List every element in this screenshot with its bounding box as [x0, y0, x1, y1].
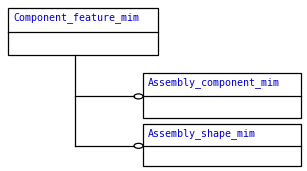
FancyBboxPatch shape	[143, 73, 301, 118]
Text: Assembly_shape_mim: Assembly_shape_mim	[148, 128, 256, 139]
Circle shape	[134, 94, 143, 99]
Text: Assembly_component_mim: Assembly_component_mim	[148, 77, 280, 88]
Text: Component_feature_mim: Component_feature_mim	[13, 12, 139, 23]
Circle shape	[134, 143, 143, 148]
FancyBboxPatch shape	[8, 8, 158, 55]
FancyBboxPatch shape	[143, 124, 301, 166]
